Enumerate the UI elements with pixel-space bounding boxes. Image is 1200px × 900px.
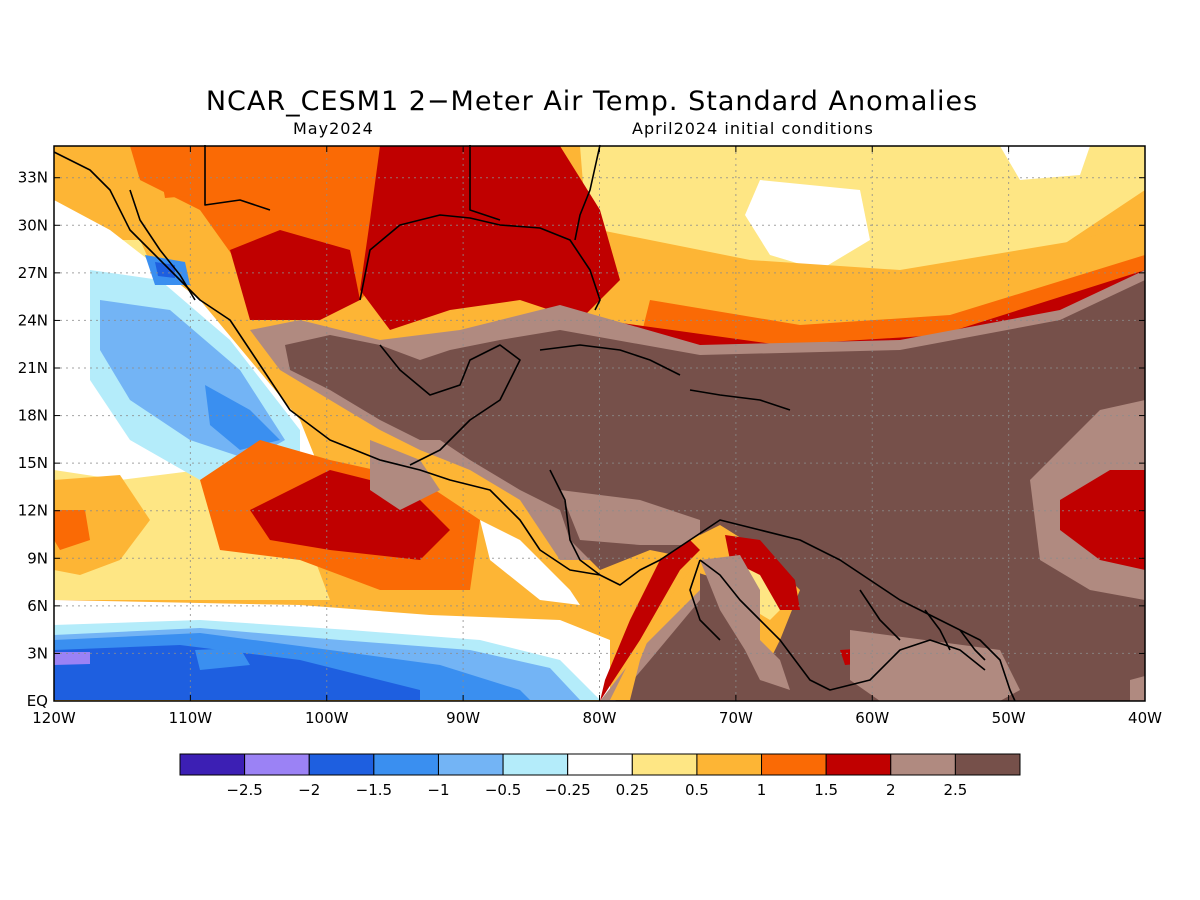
color-scale-swatch (179, 753, 246, 776)
lat-label: 33N (18, 169, 48, 187)
lat-label: 21N (18, 359, 48, 377)
lon-label: 40W (1128, 709, 1162, 727)
latitude-labels: EQ 3N 6N 9N 12N 15N 18N 21N 24N 27N 30N 33N (18, 169, 48, 710)
lat-label: 3N (27, 644, 48, 662)
color-scale-swatch (890, 753, 956, 776)
color-scale-label: −1.5 (356, 781, 392, 799)
color-scale-label: 2.5 (943, 781, 967, 799)
lat-label: 18N (18, 407, 48, 425)
longitude-labels: 120W 110W 100W 90W 80W 70W 60W 50W 40W (32, 709, 1162, 727)
lat-label: 6N (27, 597, 48, 615)
color-scale-swatch (825, 753, 892, 776)
coastlines (53, 144, 1016, 702)
axis-ticks (53, 146, 1146, 702)
grid-lines (54, 146, 1145, 701)
color-scale-label: 2 (886, 781, 896, 799)
color-scale-swatch (502, 753, 569, 776)
color-scale-swatch (373, 753, 439, 776)
lat-label: 24N (18, 311, 48, 329)
forecast-month: May2024 (293, 119, 374, 138)
color-scale-swatch (437, 753, 504, 776)
lon-label: 80W (583, 709, 617, 727)
lon-label: 60W (855, 709, 889, 727)
chart-title: NCAR_CESM1 2−Meter Air Temp. Standard An… (205, 86, 979, 117)
lat-label: 12N (18, 502, 48, 520)
color-scale-swatch (244, 753, 310, 776)
color-scale-label: −0.25 (545, 781, 591, 799)
color-scale-swatch (696, 753, 763, 776)
color-scale-label: 0.25 (616, 781, 649, 799)
color-scale-label: 1.5 (814, 781, 838, 799)
color-scale-label: 0.5 (685, 781, 709, 799)
lon-label: 70W (719, 709, 753, 727)
color-scale-label: −0.5 (485, 781, 521, 799)
color-scale (179, 753, 1021, 776)
color-scale-label: −2.5 (226, 781, 262, 799)
lat-label: 9N (27, 549, 48, 567)
initial-conditions: April2024 initial conditions (632, 119, 874, 138)
color-scale-swatch (308, 753, 375, 776)
color-scale-swatch (954, 753, 1021, 776)
lon-label: 120W (32, 709, 76, 727)
color-scale-label: −2 (298, 781, 320, 799)
lon-label: 110W (169, 709, 213, 727)
lon-label: 50W (992, 709, 1026, 727)
color-scale-swatch (631, 753, 698, 776)
lat-label: 30N (18, 216, 48, 234)
color-scale-labels: −2.5 −2 −1.5 −1 −0.5 −0.25 0.25 0.5 1 1.5 2 2.5 (226, 781, 967, 799)
lat-label: 15N (18, 454, 48, 472)
lat-label: EQ (27, 692, 48, 710)
lon-label: 90W (446, 709, 480, 727)
color-scale-swatch (567, 753, 633, 776)
color-scale-swatch (761, 753, 827, 776)
lat-label: 27N (18, 264, 48, 282)
lon-label: 100W (305, 709, 349, 727)
color-scale-label: −1 (427, 781, 449, 799)
color-scale-label: 1 (757, 781, 767, 799)
